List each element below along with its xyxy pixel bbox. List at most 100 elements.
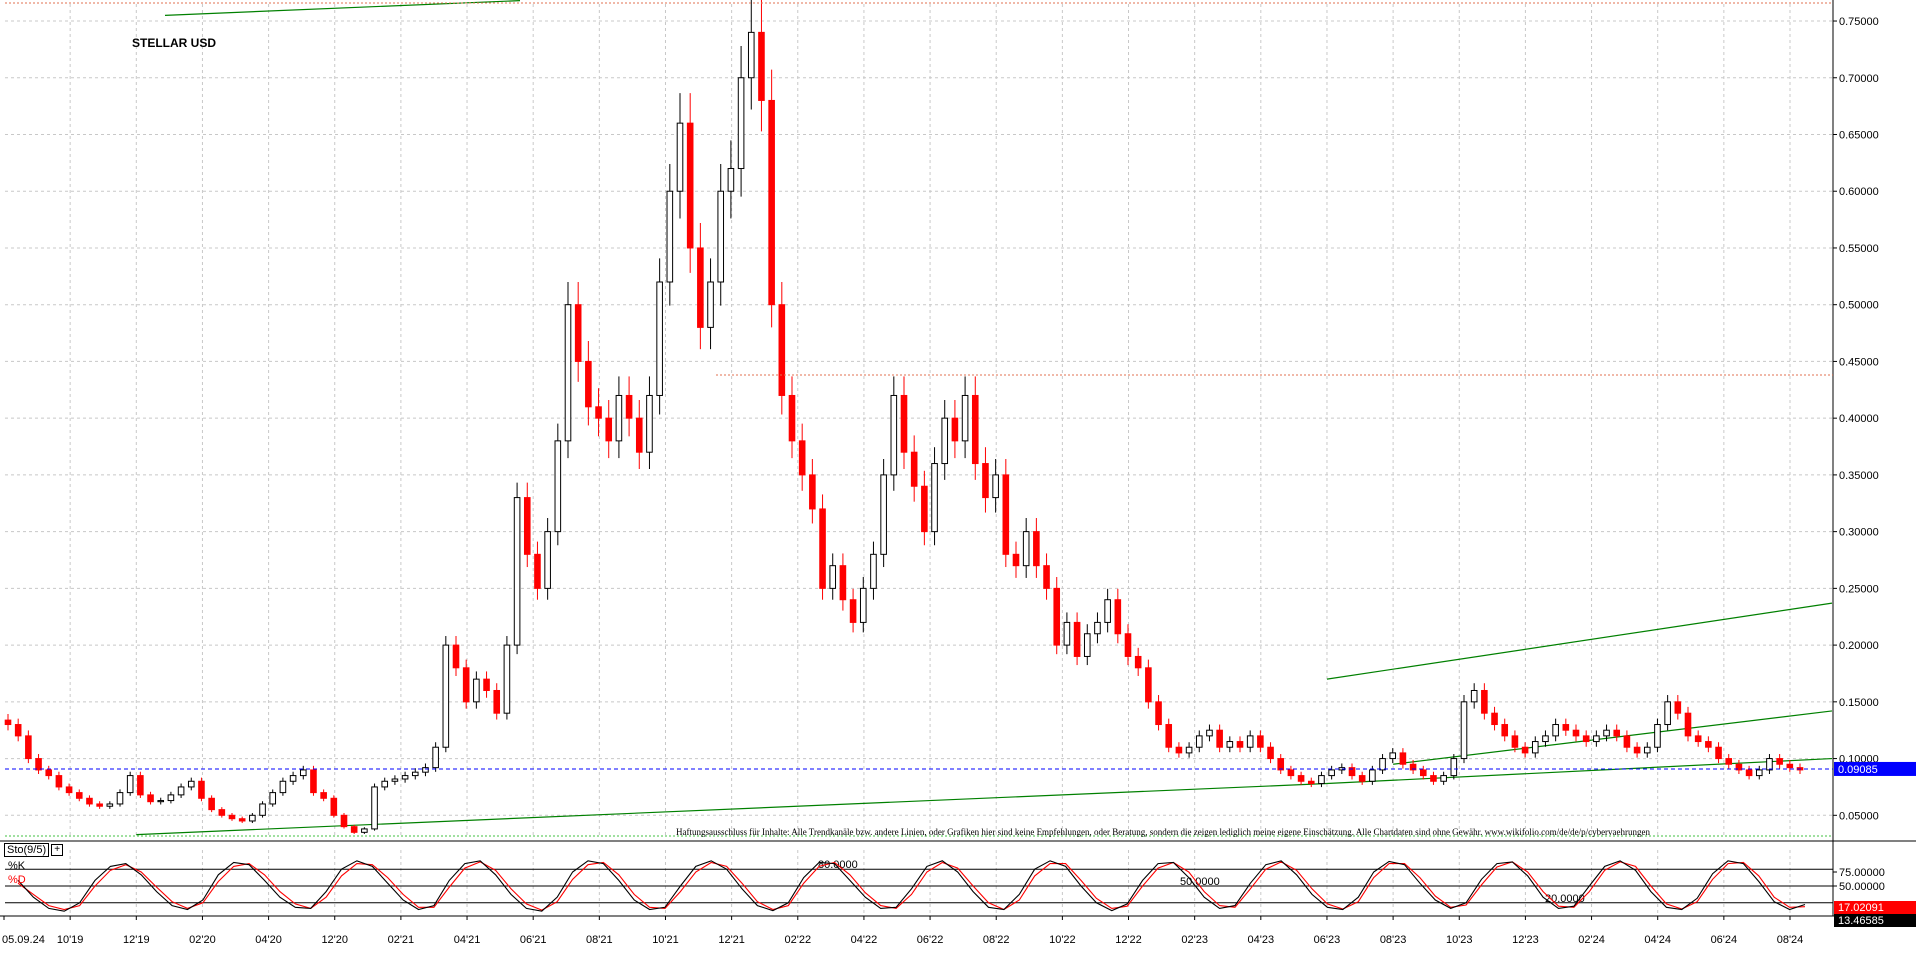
candle-body xyxy=(310,769,317,794)
candle-body xyxy=(676,122,684,192)
x-tick-label: 08'22 xyxy=(983,934,1010,946)
candle-body xyxy=(157,800,165,803)
candle-body xyxy=(890,394,898,476)
candle-body xyxy=(462,667,470,703)
candle-body xyxy=(1104,599,1111,623)
candle-body xyxy=(1776,758,1783,765)
indicator-add-icon[interactable]: + xyxy=(51,844,64,856)
candle-body xyxy=(1267,746,1274,760)
x-tick-label: 04'23 xyxy=(1248,934,1275,946)
candle-body xyxy=(982,463,989,499)
candle-body xyxy=(330,797,338,816)
candle-body xyxy=(86,797,93,805)
price-tick-label: 0.05000 xyxy=(1839,810,1879,822)
x-tick-label: 10'19 xyxy=(57,934,84,946)
x-tick-label: 04'22 xyxy=(851,934,878,946)
chart-title: STELLAR USD xyxy=(132,36,216,50)
candle-body xyxy=(880,474,887,555)
candle-body xyxy=(238,818,246,822)
candle-body xyxy=(1145,667,1152,703)
candle-body xyxy=(1379,758,1386,771)
candle-body xyxy=(493,689,501,714)
x-tick-label: 06'22 xyxy=(917,934,944,946)
candle-body xyxy=(279,780,287,794)
candle-body xyxy=(1002,474,1010,555)
candle-body xyxy=(656,281,663,396)
candle-body xyxy=(137,775,144,796)
candle-body xyxy=(1440,775,1447,782)
price-tick-label: 0.50000 xyxy=(1839,300,1879,312)
candle-body xyxy=(1430,775,1437,782)
candle-body xyxy=(1501,724,1509,737)
candle-body xyxy=(870,553,877,589)
trendline xyxy=(1326,757,1833,785)
candle-body xyxy=(14,724,22,737)
candle-body xyxy=(126,775,134,794)
candle-body xyxy=(228,814,236,820)
x-tick-label: 02'24 xyxy=(1578,934,1605,946)
candle-body xyxy=(391,778,399,782)
candle-body xyxy=(1287,769,1295,777)
x-tick-label: 06'23 xyxy=(1314,934,1341,946)
candle-body xyxy=(1277,758,1285,771)
candle-body xyxy=(1399,752,1407,765)
candle-body xyxy=(646,394,653,453)
candle-body xyxy=(1114,599,1122,635)
candle-body xyxy=(951,417,959,442)
price-tick-label: 0.15000 xyxy=(1839,697,1879,709)
candle-body xyxy=(1073,621,1081,657)
x-tick-label: 02'20 xyxy=(189,934,216,946)
candle-body xyxy=(4,719,12,726)
indicator-name[interactable]: Sto(9/5) xyxy=(4,843,50,857)
candle-body xyxy=(564,304,572,442)
candle-body xyxy=(1033,531,1040,567)
price-tick-label: 0.45000 xyxy=(1839,356,1879,368)
price-axis: 0.75000 0.70000 0.65000 0.60000 0.55000 0.500… xyxy=(0,0,1916,916)
candle-body xyxy=(992,474,999,499)
stoch-d-line xyxy=(17,861,1806,911)
candle-body xyxy=(1603,729,1610,737)
candle-body xyxy=(523,497,531,555)
candle-body xyxy=(259,803,266,816)
price-candles xyxy=(4,0,1804,834)
x-tick-label: 04'20 xyxy=(255,934,282,946)
candle-body xyxy=(1481,689,1488,714)
x-tick-label: 12'19 xyxy=(123,934,150,946)
candle-body xyxy=(442,644,450,748)
candle-body xyxy=(544,531,551,589)
candle-body xyxy=(941,417,949,465)
candle-body xyxy=(1226,741,1234,748)
stoch-k-value: 17.02091 xyxy=(1838,902,1884,914)
candle-body xyxy=(1562,724,1570,731)
candle-body xyxy=(167,794,175,802)
candle-body xyxy=(432,746,439,769)
candle-body xyxy=(299,769,307,777)
candle-body xyxy=(747,31,755,79)
candle-body xyxy=(106,803,114,807)
candle-body xyxy=(1542,735,1549,743)
candle-body xyxy=(320,792,327,799)
candle-body xyxy=(116,792,124,805)
candle-body xyxy=(1206,729,1213,737)
candle-body xyxy=(350,826,358,833)
candle-body xyxy=(585,360,592,408)
candle-body xyxy=(1715,746,1722,760)
candle-body xyxy=(1674,701,1682,714)
price-tick-label: 0.70000 xyxy=(1839,73,1879,85)
x-tick-label: 12'21 xyxy=(718,934,745,946)
candle-body xyxy=(697,247,704,328)
candle-body xyxy=(1236,741,1244,748)
candle-body xyxy=(859,587,867,623)
candle-body xyxy=(1572,729,1580,737)
candle-body xyxy=(1358,775,1366,782)
candle-body xyxy=(1175,746,1183,754)
candle-body xyxy=(1623,735,1631,748)
candle-body xyxy=(1124,633,1132,657)
candle-body xyxy=(1633,746,1641,754)
candle-body xyxy=(1705,741,1712,748)
candle-body xyxy=(1094,621,1101,635)
candle-body xyxy=(1593,735,1600,743)
candle-body xyxy=(1643,746,1651,754)
